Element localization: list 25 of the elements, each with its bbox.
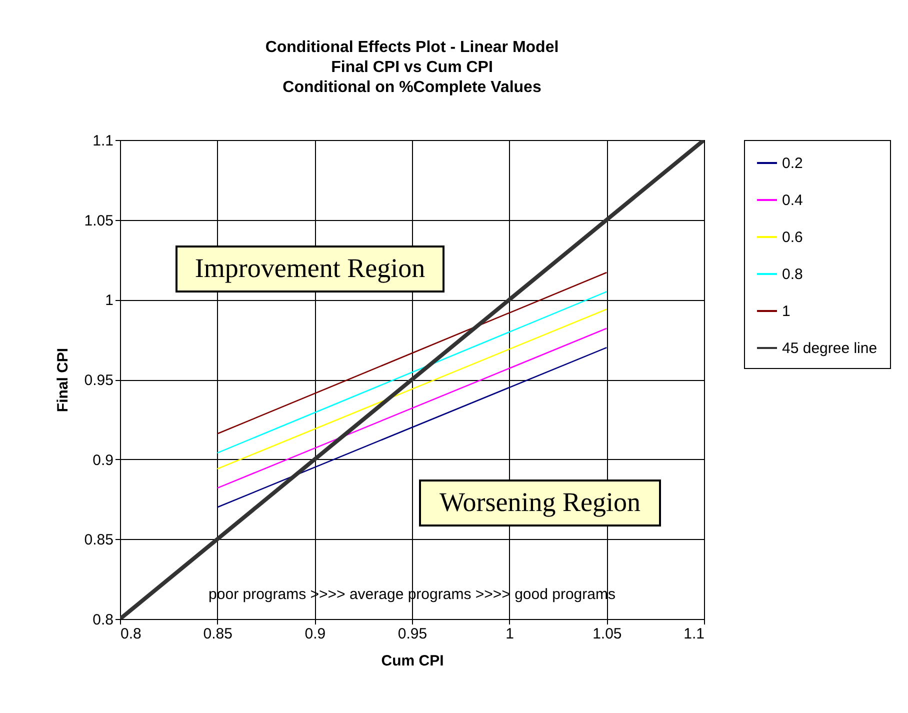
annotation: Improvement Region — [194, 253, 426, 283]
legend-label: 1 — [782, 303, 790, 320]
legend-label: 0.6 — [782, 229, 803, 246]
annotation: Worsening Region — [439, 487, 642, 517]
y-tick-label: 1.05 — [84, 212, 114, 230]
y-tick-label: 0.85 — [84, 532, 114, 549]
x-tick-label: 1.05 — [592, 626, 622, 642]
x-tick-label: 0.95 — [398, 626, 428, 642]
legend-label: 0.4 — [782, 192, 803, 209]
x-tick-label: 1.1 — [684, 626, 704, 642]
x-tick-label: 0.8 — [120, 626, 142, 642]
legend-label: 0.8 — [782, 266, 803, 283]
y-tick-label: 1 — [105, 292, 114, 310]
x-tick-label: 0.85 — [203, 626, 232, 642]
chart-title: Conditional Effects Plot - Linear Model Final CPI vs Cum CPI Conditional on %Complete Values — [265, 39, 559, 96]
x-tick-label: 1 — [506, 626, 514, 642]
legend-label: 45 degree line — [782, 340, 878, 357]
y-tick-label: 0.95 — [84, 372, 114, 389]
y-axis-title: Final CPI — [54, 348, 72, 412]
legend-label: 0.2 — [782, 155, 803, 172]
y-tick-label: 0.9 — [92, 452, 114, 469]
x-axis-title: Cum CPI — [381, 652, 444, 670]
x-tick-label: 0.9 — [304, 626, 326, 642]
y-tick-label: 0.8 — [92, 612, 114, 628]
y-tick-label: 1.1 — [92, 132, 114, 150]
